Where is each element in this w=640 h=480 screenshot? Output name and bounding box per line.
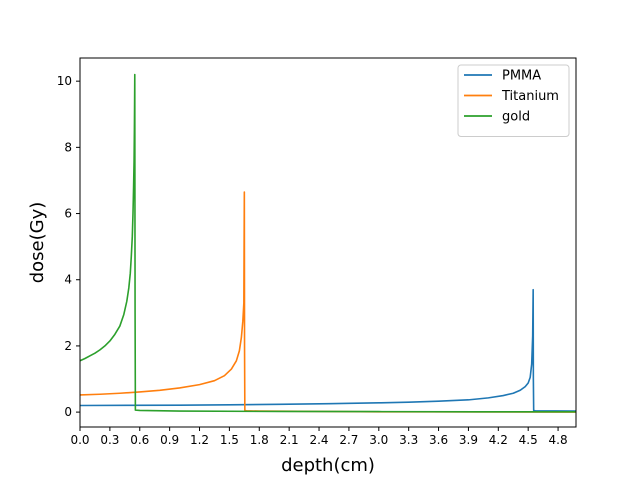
y-tick-label: 4: [64, 273, 72, 287]
y-tick-label: 8: [64, 140, 72, 154]
legend-label-titanium: Titanium: [501, 89, 559, 104]
x-tick-label: 3.0: [369, 433, 388, 447]
x-axis-label: depth(cm): [281, 455, 375, 476]
y-tick-label: 2: [64, 339, 72, 353]
x-tick-label: 2.7: [339, 433, 358, 447]
y-tick-label: 0: [64, 405, 72, 419]
x-tick-label: 1.5: [220, 433, 239, 447]
x-tick-label: 2.1: [280, 433, 299, 447]
x-tick-label: 0.6: [130, 433, 149, 447]
x-tick-label: 2.4: [309, 433, 328, 447]
x-tick-label: 0.0: [70, 433, 89, 447]
x-tick-label: 1.2: [190, 433, 209, 447]
x-tick-label: 1.8: [250, 433, 269, 447]
x-tick-label: 4.2: [489, 433, 508, 447]
x-tick-label: 3.6: [429, 433, 448, 447]
x-tick-label: 4.8: [549, 433, 568, 447]
legend-label-gold: gold: [502, 110, 530, 125]
x-tick-label: 4.5: [519, 433, 538, 447]
x-tick-label: 0.3: [100, 433, 119, 447]
x-tick-label: 3.3: [399, 433, 418, 447]
y-tick-label: 6: [64, 207, 72, 221]
x-tick-label: 0.9: [160, 433, 179, 447]
x-tick-label: 3.9: [459, 433, 478, 447]
legend: PMMA Titanium gold: [458, 65, 569, 137]
y-axis-label: dose(Gy): [27, 202, 48, 284]
y-tick-label: 10: [57, 74, 72, 88]
legend-label-pmma: PMMA: [502, 69, 541, 84]
